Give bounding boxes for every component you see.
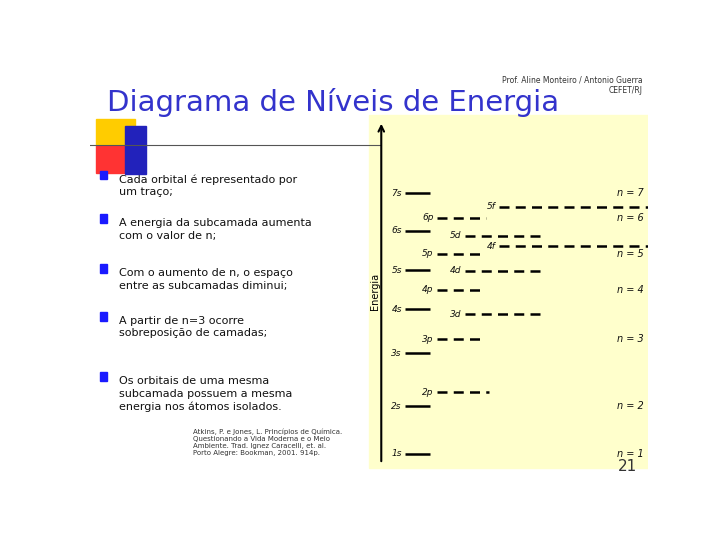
Bar — [96, 119, 135, 146]
Text: n = 7: n = 7 — [617, 188, 644, 198]
Text: 2p: 2p — [422, 388, 433, 397]
Text: 4p: 4p — [422, 285, 433, 294]
Text: Prof. Aline Monteiro / Antonio Guerra
CEFET/RJ: Prof. Aline Monteiro / Antonio Guerra CE… — [502, 75, 642, 94]
Text: 4d: 4d — [450, 266, 462, 275]
Text: n = 6: n = 6 — [617, 213, 644, 223]
Text: Os orbitais de uma mesma
subcamada possuem a mesma
energia nos átomos isolados.: Os orbitais de uma mesma subcamada possu… — [119, 376, 292, 412]
Text: 3p: 3p — [422, 335, 433, 343]
Text: n = 2: n = 2 — [617, 401, 644, 411]
Bar — [100, 265, 107, 273]
Bar — [100, 214, 107, 223]
Text: 21: 21 — [618, 460, 637, 474]
Text: n = 5: n = 5 — [617, 248, 644, 259]
Text: 7s: 7s — [392, 188, 402, 198]
Text: Diagrama de Níveis de Energia: Diagrama de Níveis de Energia — [107, 87, 559, 117]
Bar — [100, 171, 107, 179]
Bar — [96, 146, 126, 173]
Bar — [100, 312, 107, 321]
Text: 2s: 2s — [392, 402, 402, 411]
Bar — [369, 114, 648, 468]
Text: Cada orbital é representado por
um traço;: Cada orbital é representado por um traço… — [119, 174, 297, 198]
Text: n = 1: n = 1 — [617, 449, 644, 459]
Text: A energia da subcamada aumenta
com o valor de n;: A energia da subcamada aumenta com o val… — [119, 218, 312, 241]
Text: 6p: 6p — [422, 213, 433, 222]
Bar — [125, 126, 145, 174]
Text: 5s: 5s — [392, 266, 402, 275]
Text: Atkins, P. e Jones, L. Princípios de Química.
Questionando a Vida Moderna e o Me: Atkins, P. e Jones, L. Princípios de Quí… — [193, 429, 343, 456]
Text: 4s: 4s — [392, 305, 402, 314]
Text: 3s: 3s — [392, 349, 402, 358]
Text: n = 4: n = 4 — [617, 285, 644, 295]
Text: 6s: 6s — [392, 226, 402, 235]
Text: 3d: 3d — [450, 310, 462, 319]
Text: 5d: 5d — [450, 231, 462, 240]
Text: A partir de n=3 ocorre
sobreposição de camadas;: A partir de n=3 ocorre sobreposição de c… — [119, 315, 267, 339]
Text: 5p: 5p — [422, 249, 433, 258]
Text: n = 3: n = 3 — [617, 334, 644, 344]
Text: 4f: 4f — [487, 242, 495, 251]
Bar — [100, 373, 107, 381]
Text: 5f: 5f — [487, 202, 495, 211]
Text: Energia: Energia — [369, 273, 379, 310]
Text: Com o aumento de n, o espaço
entre as subcamadas diminui;: Com o aumento de n, o espaço entre as su… — [119, 268, 293, 291]
Text: 1s: 1s — [392, 449, 402, 458]
